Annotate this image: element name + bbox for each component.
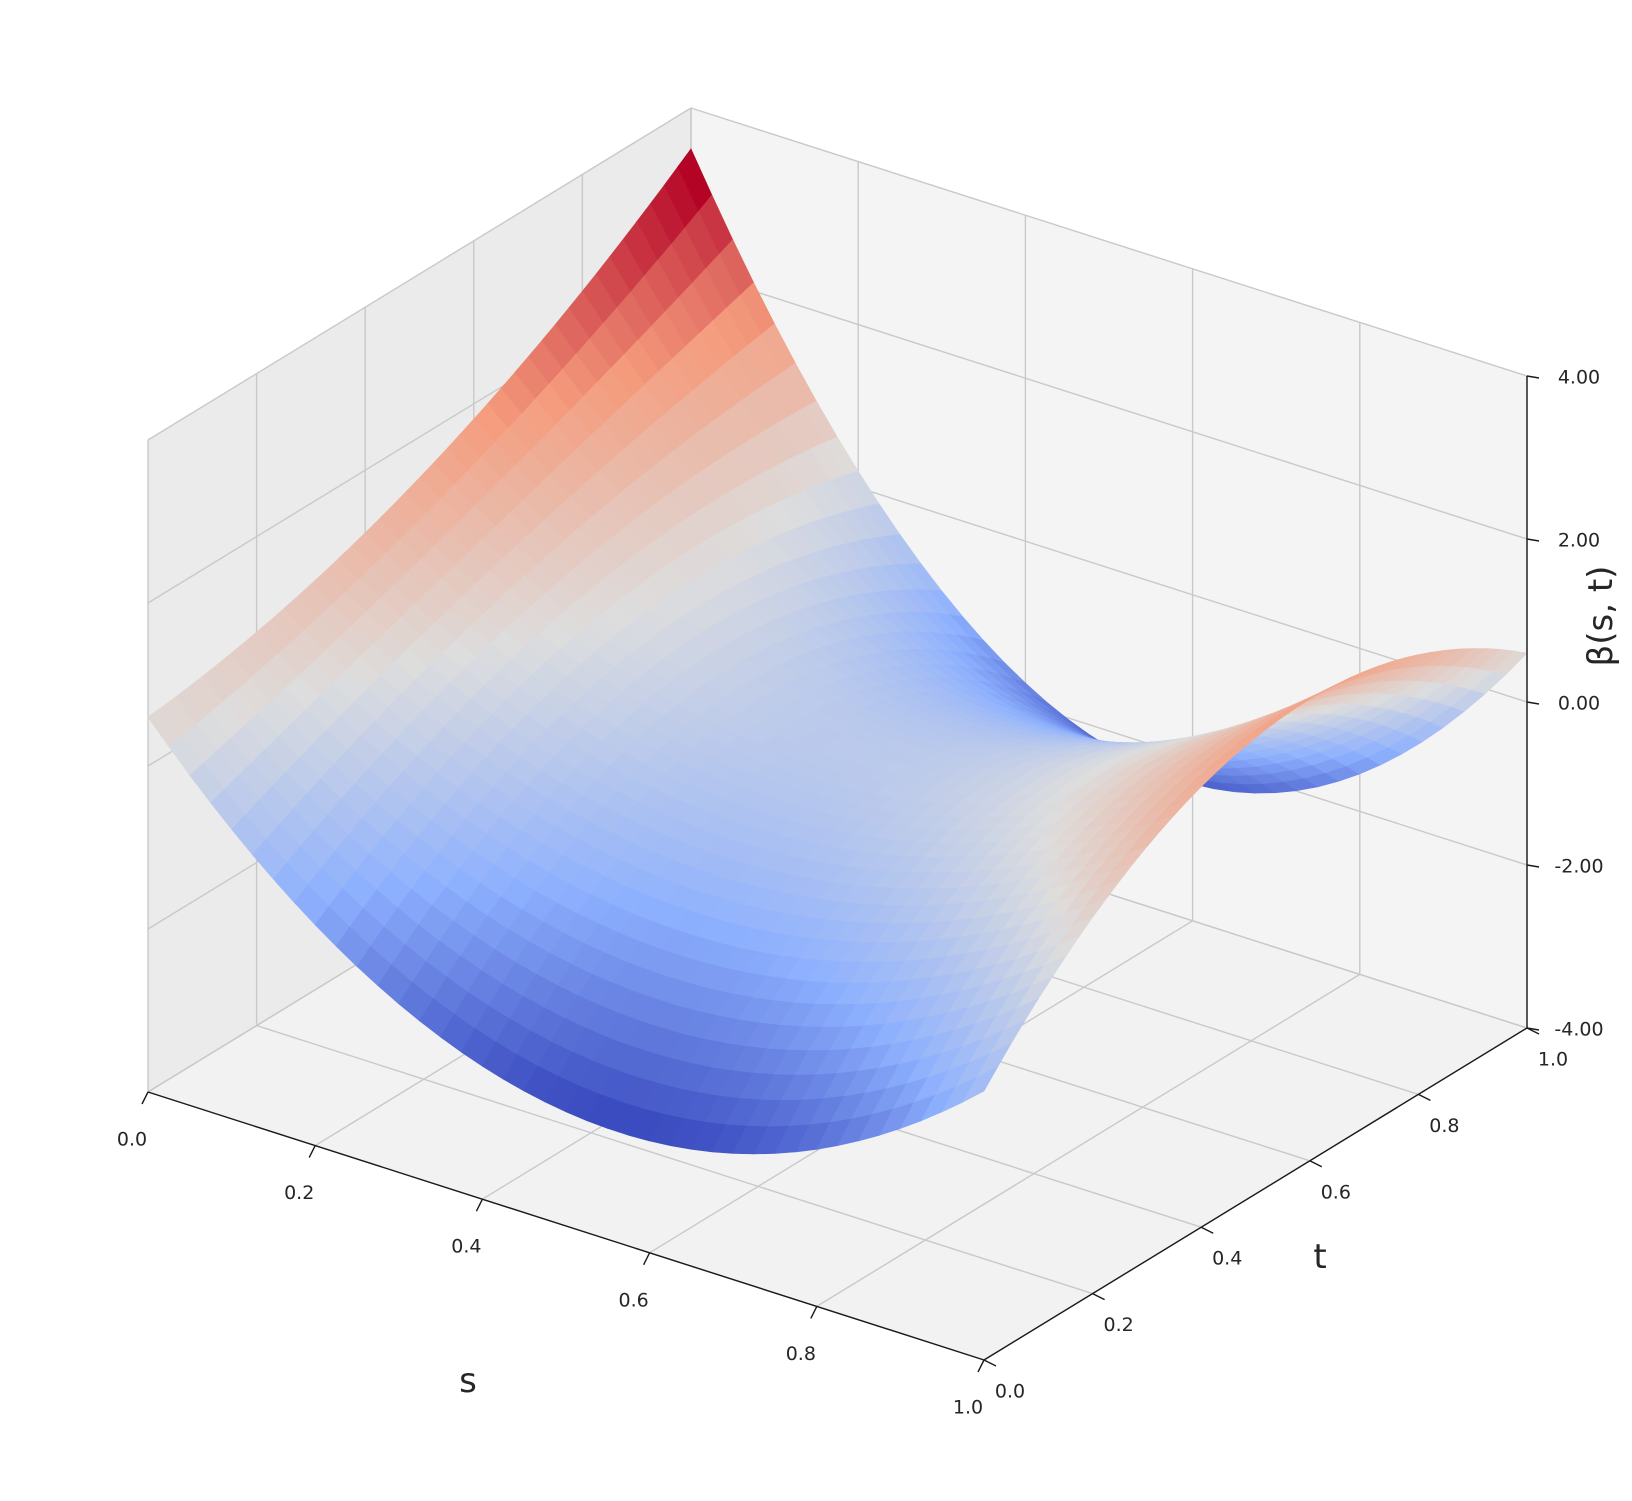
back-grid-z [690, 107, 1528, 377]
z-tick-label-mark [1526, 701, 1540, 705]
surface-facet [962, 1066, 999, 1103]
wall-grid-z [147, 107, 692, 441]
t-tick-label: 0.8 [1429, 1115, 1459, 1137]
s-tick-label: 0.6 [618, 1289, 648, 1311]
z-tick-label-mark [1526, 1027, 1540, 1031]
t-tick-label-mark [983, 1359, 997, 1367]
z-tick-label: 0.00 [1558, 693, 1600, 715]
t-tick-label-mark [1200, 1226, 1214, 1234]
t-tick-label: 0.2 [1103, 1314, 1133, 1336]
back-grid-z [690, 270, 1528, 540]
t-tick-label-mark [1309, 1160, 1323, 1168]
z-axis-label: β(s, t) [1581, 566, 1621, 667]
s-axis-line [147, 1091, 985, 1361]
t-tick-label-mark [1418, 1093, 1431, 1102]
s-tick-label: 0.0 [117, 1129, 147, 1151]
z-tick-label-mark [1526, 538, 1540, 542]
t-tick-label: 1.0 [1538, 1049, 1568, 1071]
s-tick-label: 1.0 [953, 1397, 983, 1419]
t-axis-line [983, 1027, 1528, 1361]
z-tick-label: 4.00 [1558, 367, 1600, 389]
y-axis-label: t [1313, 1237, 1326, 1277]
s-tick-label-mark [642, 1252, 651, 1266]
t-tick-label: 0.4 [1212, 1248, 1242, 1270]
t-tick-label-mark [1092, 1292, 1105, 1301]
z-tick-label: -2.00 [1554, 856, 1603, 878]
z-tick-label-mark [1526, 864, 1540, 868]
s-tick-label-mark [141, 1091, 149, 1105]
z-tick-label-mark [1526, 375, 1540, 379]
t-tick-label: 0.6 [1321, 1181, 1351, 1203]
s-tick-label-mark [475, 1198, 484, 1212]
t-tick-label: 0.0 [995, 1381, 1025, 1403]
tick-labels: 0.0 0.2 0.4 0.6 0.8 1.0 0.0 0.2 0.4 0.6 0.8 1.0 -4.0… [117, 367, 1604, 1419]
s-tick-label: 0.8 [786, 1343, 816, 1365]
z-tick-label: -4.00 [1554, 1019, 1603, 1041]
s-tick-label-mark [810, 1306, 818, 1319]
x-axis-label: s [459, 1361, 477, 1401]
s-tick-label: 0.2 [284, 1182, 314, 1204]
s-tick-label: 0.4 [451, 1236, 481, 1258]
axis-lines [141, 375, 1540, 1373]
floor-grid-t [256, 1024, 1093, 1295]
z-tick-label: 2.00 [1558, 530, 1600, 552]
floor-grid-s [816, 973, 1361, 1307]
s-tick-label-mark [977, 1359, 985, 1373]
surface-mesh [147, 148, 1528, 1155]
s-tick-label-mark [308, 1145, 316, 1158]
